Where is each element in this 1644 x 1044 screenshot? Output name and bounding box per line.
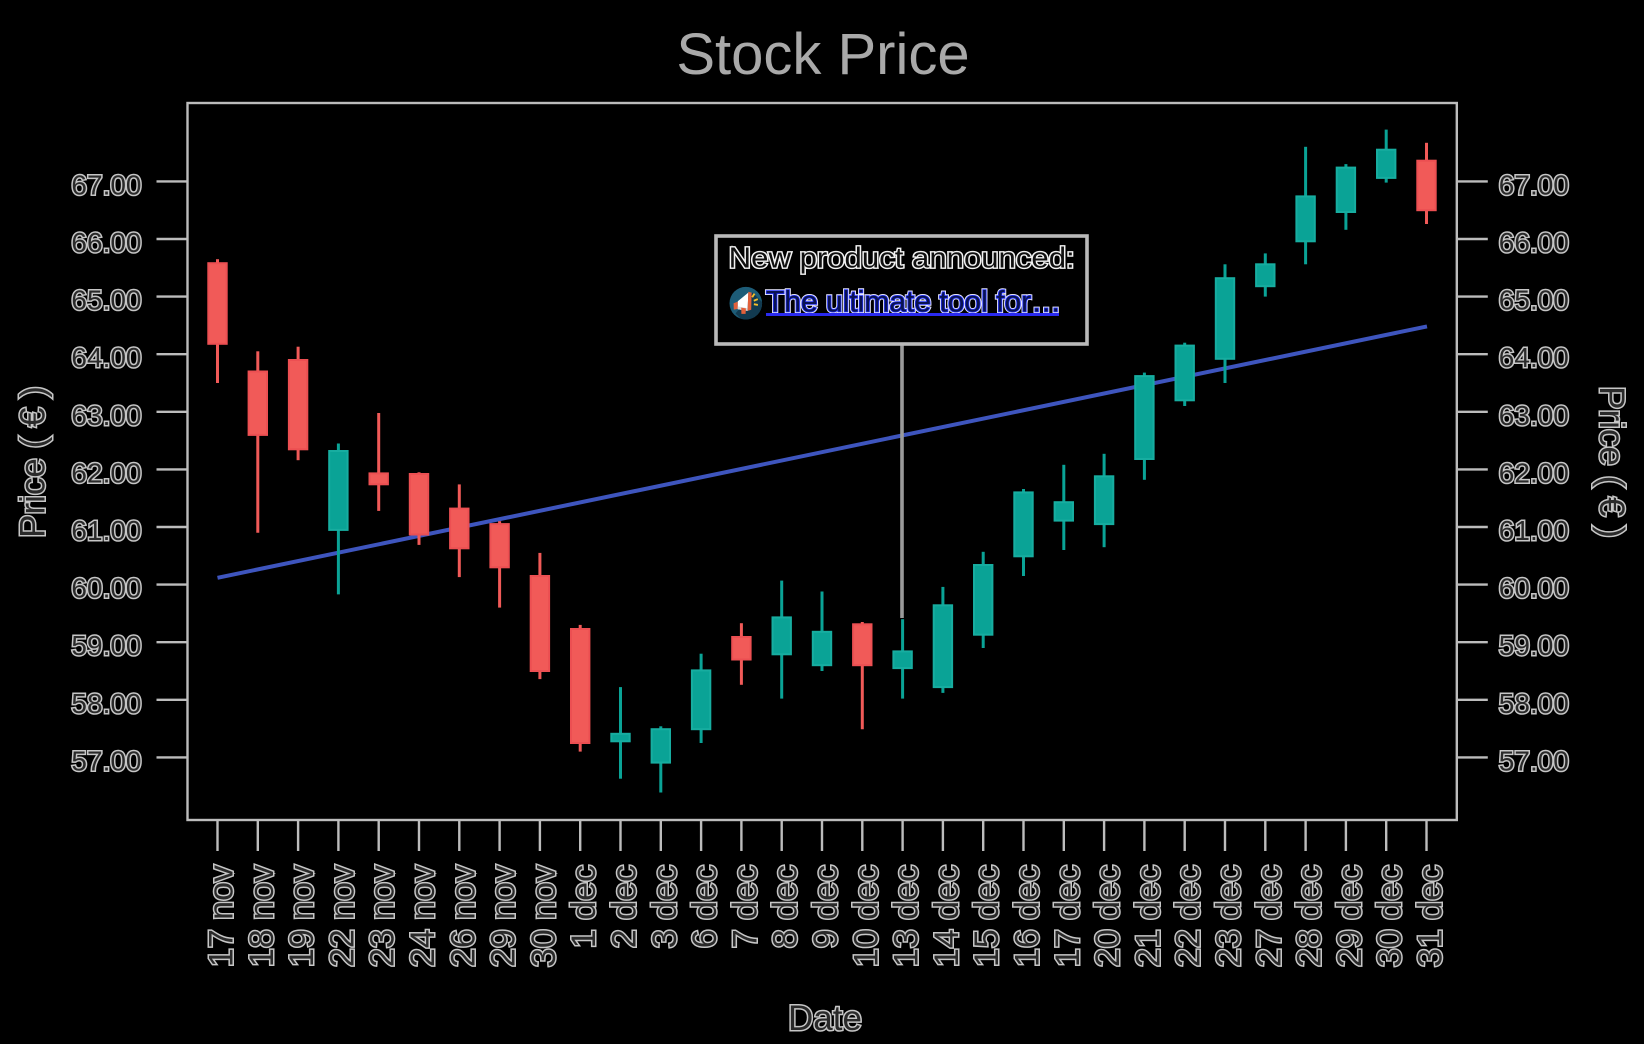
- svg-text:Price ( € ): Price ( € ): [13, 386, 52, 538]
- svg-text:61.00: 61.00: [71, 515, 141, 546]
- svg-text:27 dec: 27 dec: [1250, 865, 1288, 967]
- svg-text:23 nov: 23 nov: [364, 865, 402, 967]
- svg-text:23 dec: 23 dec: [1210, 865, 1248, 967]
- svg-text:30 nov: 30 nov: [525, 865, 563, 967]
- svg-text:62.00: 62.00: [1499, 457, 1569, 488]
- svg-text:Stock Price: Stock Price: [676, 22, 969, 87]
- svg-text:63.00: 63.00: [71, 400, 141, 431]
- svg-text:67.00: 67.00: [71, 169, 141, 200]
- svg-text:59.00: 59.00: [71, 630, 141, 661]
- svg-text:65.00: 65.00: [1499, 285, 1569, 316]
- svg-text:62.00: 62.00: [71, 457, 141, 488]
- svg-text:58.00: 58.00: [71, 688, 141, 719]
- svg-text:22 dec: 22 dec: [1170, 865, 1208, 967]
- svg-text:61.00: 61.00: [1499, 515, 1569, 546]
- svg-text:Date: Date: [788, 999, 862, 1038]
- svg-text:Price ( € ): Price ( € ): [1592, 386, 1631, 538]
- svg-text:New product announced:: New product announced:: [729, 243, 1075, 275]
- svg-text:3 dec: 3 dec: [646, 865, 684, 948]
- svg-text:29 nov: 29 nov: [485, 865, 523, 967]
- svg-text:64.00: 64.00: [71, 342, 141, 373]
- svg-text:66.00: 66.00: [1499, 227, 1569, 258]
- svg-text:57.00: 57.00: [71, 745, 141, 776]
- svg-text:65.00: 65.00: [71, 285, 141, 316]
- svg-text:67.00: 67.00: [1499, 169, 1569, 200]
- svg-text:29 dec: 29 dec: [1331, 865, 1369, 967]
- svg-text:57.00: 57.00: [1499, 745, 1569, 776]
- svg-text:2 dec: 2 dec: [606, 865, 644, 948]
- svg-text:60.00: 60.00: [1499, 573, 1569, 604]
- svg-text:26 nov: 26 nov: [444, 865, 482, 967]
- svg-text:21 dec: 21 dec: [1129, 865, 1167, 967]
- svg-text:17 nov: 17 nov: [203, 865, 241, 967]
- svg-text:14 dec: 14 dec: [928, 865, 966, 967]
- svg-text:22 nov: 22 nov: [323, 865, 361, 967]
- svg-text:59.00: 59.00: [1499, 630, 1569, 661]
- svg-text:66.00: 66.00: [71, 227, 141, 258]
- svg-text:19 nov: 19 nov: [283, 865, 321, 967]
- svg-text:8 dec: 8 dec: [767, 865, 805, 948]
- svg-text:10 dec: 10 dec: [847, 865, 885, 967]
- svg-text:63.00: 63.00: [1499, 400, 1569, 431]
- svg-text:17 dec: 17 dec: [1049, 865, 1087, 967]
- svg-text:1 dec: 1 dec: [565, 865, 603, 948]
- svg-text:6 dec: 6 dec: [686, 865, 724, 948]
- svg-text:7 dec: 7 dec: [726, 865, 764, 948]
- svg-text:20 dec: 20 dec: [1089, 865, 1127, 967]
- svg-text:28 dec: 28 dec: [1291, 865, 1329, 967]
- svg-text:15 dec: 15 dec: [968, 865, 1006, 967]
- svg-text:30 dec: 30 dec: [1371, 865, 1409, 967]
- svg-text:60.00: 60.00: [71, 573, 141, 604]
- svg-text:18 nov: 18 nov: [243, 865, 281, 967]
- svg-text:13 dec: 13 dec: [888, 865, 926, 967]
- svg-text:58.00: 58.00: [1499, 688, 1569, 719]
- svg-text:31 dec: 31 dec: [1412, 865, 1450, 967]
- svg-text:64.00: 64.00: [1499, 342, 1569, 373]
- svg-text:9 dec: 9 dec: [807, 865, 845, 948]
- svg-text:24 nov: 24 nov: [404, 865, 442, 967]
- svg-text:16 dec: 16 dec: [1009, 865, 1047, 967]
